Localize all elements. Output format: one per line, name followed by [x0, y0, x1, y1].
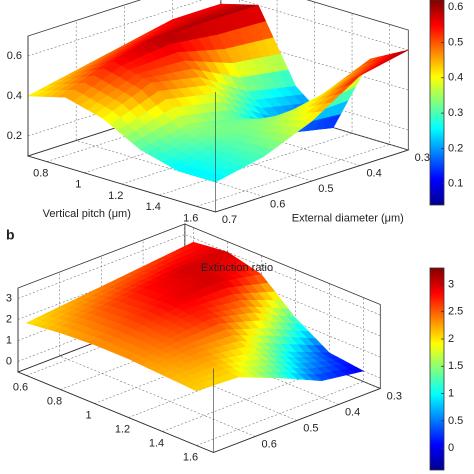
colorbar-tick-label: 2.5 — [448, 306, 463, 318]
x-tick-label: 1.6 — [183, 451, 198, 463]
colorbar-tick-label: 0.3 — [448, 107, 463, 119]
colorbar — [429, 0, 445, 206]
y-tick-label: 0.5 — [303, 422, 318, 434]
z-tick-label: 0 — [6, 355, 12, 367]
y-tick-label: 0.3 — [387, 390, 402, 402]
x-axis-label: Vertical pitch (μm) — [43, 208, 131, 220]
y-tick-label: 0.4 — [366, 167, 381, 179]
colorbar-tick-label: 0.5 — [448, 415, 463, 427]
surface-patch — [188, 384, 206, 392]
x-tick-label: 1.4 — [146, 201, 161, 213]
colorbar-tick-label: 2 — [448, 333, 454, 345]
colorbar-tick-label: 0.6 — [448, 1, 463, 13]
y-tick-label: 0.7 — [222, 214, 237, 226]
z-tick-label: 1 — [6, 334, 12, 346]
x-tick-label: 1 — [75, 179, 81, 191]
z-tick-label: 0.6 — [7, 50, 22, 62]
y-tick-label: 0.3 — [415, 152, 430, 164]
colorbar — [429, 267, 445, 471]
x-tick-label: 1.2 — [115, 423, 130, 435]
x-tick-label: 0.8 — [47, 395, 62, 407]
grid-line — [27, 0, 409, 57]
panel: 0.2 0.4 0.6 0.8 1 1.2 1.4 1.6 0.3 0.4 0.5 0.6 0.7 Ver… — [7, 0, 463, 226]
axis-edge — [27, 36, 409, 213]
y-tick-label: 0.6 — [262, 438, 277, 450]
z-tick-label: 3 — [6, 292, 12, 304]
grid-line — [27, 73, 409, 137]
x-tick-label: 1.2 — [108, 190, 123, 202]
panel: 0 1 2 3 0.6 0.8 1 1.2 1.4 1.6 0.3 0.4 0.5 0.6 Extincti… — [6, 223, 463, 471]
grid-line — [27, 33, 409, 97]
grid-line — [220, 0, 409, 151]
colorbar-tick-label: 0 — [448, 442, 454, 454]
y-tick-label: 0.4 — [345, 406, 360, 418]
colorbar-tick-label: 3 — [448, 278, 454, 290]
x-tick-label: 1.6 — [183, 212, 198, 224]
axis-edge — [17, 288, 381, 453]
x-tick-label: 0.6 — [13, 381, 28, 393]
x-tick-label: 0.8 — [33, 168, 48, 180]
panel-label: b — [6, 227, 15, 243]
colorbar-tick-label: 0.4 — [448, 72, 463, 84]
colorbar-tick-label: 0.2 — [448, 142, 463, 154]
x-tick-label: 1.4 — [149, 437, 164, 449]
z-tick-label: 2 — [6, 313, 12, 325]
colorbar-tick-label: 1.5 — [448, 360, 463, 372]
z-tick-label: 0.4 — [7, 90, 22, 102]
y-tick-label: 0.5 — [318, 183, 333, 195]
chart-title: Extinction ratio — [201, 262, 273, 274]
y-tick-label: 0.6 — [270, 198, 285, 210]
grid-line — [172, 0, 361, 166]
y-axis-label: External diameter (μm) — [292, 213, 404, 225]
colorbar-tick-label: 1 — [448, 387, 454, 399]
x-tick-label: 1 — [85, 409, 91, 421]
surface-patch — [207, 174, 226, 183]
z-tick-label: 0.2 — [7, 130, 22, 142]
colorbar-tick-label: 0.1 — [448, 178, 463, 190]
colorbar-tick-label: 0.5 — [448, 36, 463, 48]
